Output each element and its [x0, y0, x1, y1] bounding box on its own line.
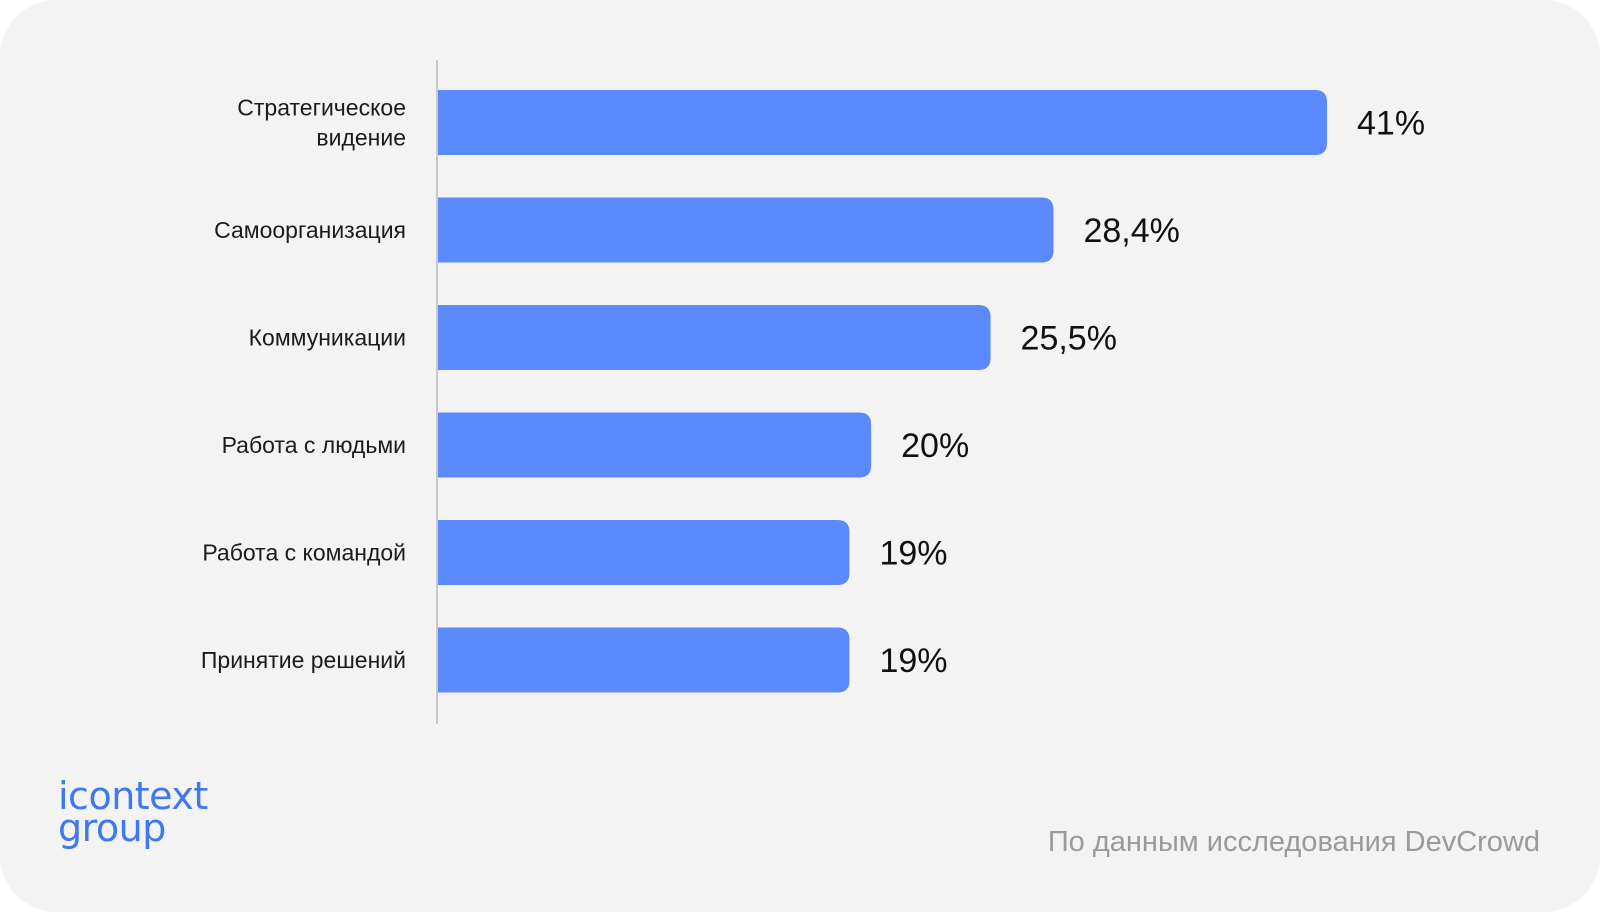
category-label-0-line-1: видение — [316, 125, 406, 151]
category-label-5: Принятие решений — [201, 647, 406, 673]
logo-line-2: group — [58, 806, 166, 850]
bar-5 — [437, 627, 850, 693]
source-note: По данным исследования DevCrowd — [1047, 826, 1540, 858]
category-label-0-line-0: Стратегическое — [237, 95, 406, 121]
bar-3 — [437, 412, 872, 478]
bar-2 — [437, 305, 991, 370]
value-label-0: 41% — [1357, 105, 1425, 143]
value-label-4: 19% — [879, 535, 947, 573]
category-label-4: Работа с командой — [202, 540, 406, 566]
category-label-2: Коммуникации — [249, 325, 406, 351]
value-label-1: 28,4% — [1083, 212, 1179, 250]
bar-1 — [437, 197, 1054, 263]
value-label-3: 20% — [901, 427, 969, 465]
bar-0 — [437, 90, 1327, 155]
bar-4 — [437, 520, 850, 585]
category-label-3: Работа с людьми — [222, 432, 406, 458]
category-label-1: Самоорганизация — [214, 217, 406, 243]
icontext-group-logo: icontext group — [58, 774, 208, 850]
value-label-2: 25,5% — [1021, 320, 1117, 358]
logo-line-1: icontext — [58, 774, 208, 818]
value-label-5: 19% — [879, 642, 947, 680]
